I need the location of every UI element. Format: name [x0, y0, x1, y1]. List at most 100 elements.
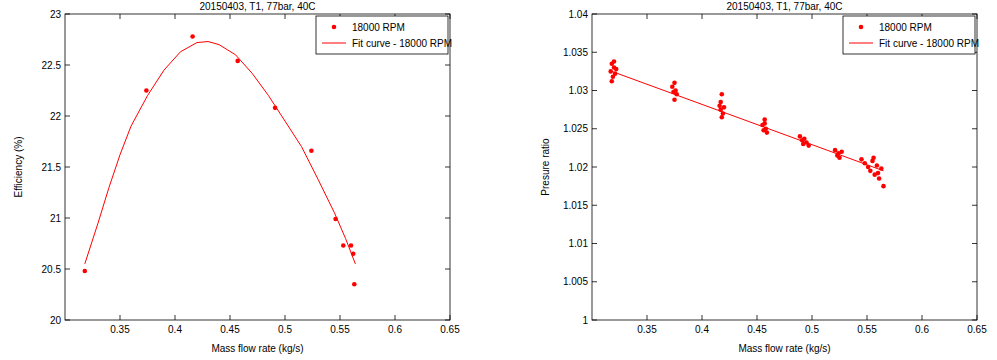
- legend-swatch: [322, 43, 346, 44]
- data-point: [762, 121, 767, 126]
- data-group: [608, 59, 885, 188]
- y-tick-label: 1.035: [563, 47, 588, 58]
- x-tick: [702, 315, 703, 320]
- y-tick-label: 1.02: [569, 162, 589, 173]
- legend-label: 18000 RPM: [879, 22, 932, 33]
- data-point: [718, 100, 723, 105]
- x-tick: [285, 315, 286, 320]
- plot-frame: [65, 14, 450, 320]
- x-tick-label: 0.65: [440, 324, 460, 335]
- y-tick-label: 22.5: [42, 60, 62, 71]
- y-tick: [445, 116, 450, 117]
- data-point: [722, 105, 727, 110]
- y-tick-label: 21: [50, 213, 62, 224]
- y-tick-label: 22: [50, 111, 62, 122]
- y-tick: [592, 52, 597, 53]
- data-group: [83, 34, 357, 286]
- x-tick-label: 0.5: [278, 324, 292, 335]
- data-point: [341, 243, 346, 248]
- y-tick: [65, 269, 70, 270]
- x-tick: [812, 315, 813, 320]
- legend-label: Fit curve - 18000 RPM: [352, 38, 452, 49]
- data-point: [765, 130, 770, 135]
- y-tick: [592, 205, 597, 206]
- x-tick: [175, 14, 176, 19]
- data-point: [672, 97, 677, 102]
- x-tick: [395, 315, 396, 320]
- data-point: [144, 88, 149, 93]
- data-point: [876, 171, 881, 176]
- y-axis-label: Efficiency (%): [13, 137, 24, 198]
- x-tick: [230, 14, 231, 19]
- x-tick: [647, 315, 648, 320]
- y-tick-label: 23: [50, 9, 62, 20]
- data-point: [610, 79, 615, 84]
- y-tick: [445, 167, 450, 168]
- y-tick-label: 20.5: [42, 264, 62, 275]
- y-tick: [592, 167, 597, 168]
- y-tick-label: 1.005: [563, 276, 588, 287]
- y-tick: [972, 205, 977, 206]
- chart-canvas: 20150403, T1, 77bar, 40C Mass flow rate (…: [0, 0, 997, 360]
- x-tick: [867, 315, 868, 320]
- data-point: [190, 34, 195, 39]
- y-tick: [592, 281, 597, 282]
- x-tick-label: 0.45: [220, 324, 240, 335]
- data-point: [83, 269, 88, 274]
- title: 20150403, T1, 77bar, 40C: [199, 1, 315, 12]
- y-tick-label: 1.01: [569, 238, 589, 249]
- y-tick: [65, 167, 70, 168]
- x-axis-label: Mass flow rate (kg/s): [211, 343, 303, 354]
- x-tick-label: 0.35: [637, 324, 657, 335]
- plot-area: [592, 14, 977, 320]
- plot-area: [65, 14, 450, 320]
- data-point: [871, 156, 876, 161]
- x-tick: [175, 315, 176, 320]
- x-tick-label: 0.35: [110, 324, 130, 335]
- data-point: [877, 176, 882, 181]
- y-tick: [65, 65, 70, 66]
- x-axis-label: Mass flow rate (kg/s): [738, 343, 830, 354]
- y-tick: [65, 218, 70, 219]
- data-point: [352, 282, 357, 287]
- data-point: [614, 67, 619, 72]
- data-point: [839, 149, 844, 154]
- y-tick: [65, 116, 70, 117]
- fit-line: [85, 42, 356, 264]
- data-point: [309, 148, 314, 153]
- y-tick: [445, 269, 450, 270]
- x-tick: [647, 14, 648, 19]
- x-tick: [120, 315, 121, 320]
- y-tick: [972, 90, 977, 91]
- y-tick: [972, 243, 977, 244]
- x-tick-label: 0.6: [915, 324, 929, 335]
- plot-frame: [592, 14, 977, 320]
- y-tick-label: 1.015: [563, 200, 588, 211]
- y-tick: [445, 218, 450, 219]
- y-tick: [592, 243, 597, 244]
- data-point: [672, 81, 677, 86]
- x-tick: [757, 315, 758, 320]
- x-tick-label: 0.6: [388, 324, 402, 335]
- fit-line: [612, 71, 884, 170]
- data-point: [720, 92, 725, 97]
- x-tick: [120, 14, 121, 19]
- data-point: [612, 59, 617, 64]
- y-tick-label: 20: [50, 315, 62, 326]
- x-tick-label: 0.4: [168, 324, 182, 335]
- data-point: [837, 156, 842, 161]
- x-tick-label: 0.55: [857, 324, 877, 335]
- legend: 18000 RPMFit curve - 18000 RPM: [843, 16, 979, 54]
- x-tick: [285, 14, 286, 19]
- x-tick: [812, 14, 813, 19]
- x-tick-label: 0.45: [747, 324, 767, 335]
- legend-swatch: [849, 43, 873, 44]
- legend: 18000 RPMFit curve - 18000 RPM: [316, 16, 452, 54]
- y-axis-label: Presure ratio: [540, 138, 551, 196]
- x-tick: [757, 14, 758, 19]
- y-tick-label: 1.03: [569, 85, 589, 96]
- x-tick: [922, 315, 923, 320]
- x-tick-label: 0.65: [967, 324, 987, 335]
- y-tick: [592, 90, 597, 91]
- x-tick: [230, 315, 231, 320]
